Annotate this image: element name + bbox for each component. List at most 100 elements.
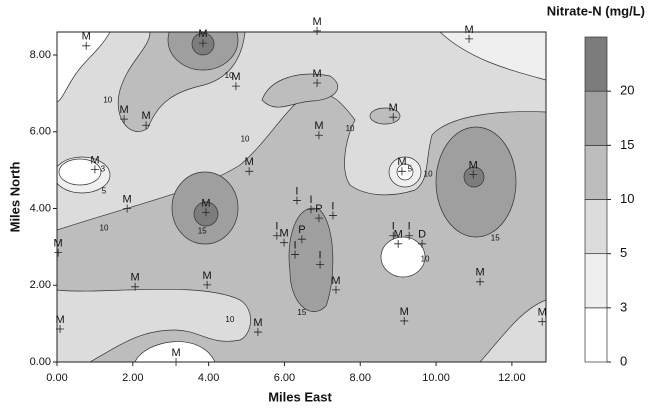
well-marker bbox=[272, 231, 281, 240]
well-label: M bbox=[397, 156, 406, 168]
well-label: M bbox=[201, 197, 210, 209]
well-marker bbox=[198, 39, 207, 48]
colorbar-tick-label: 15 bbox=[620, 137, 634, 152]
well-marker bbox=[465, 34, 474, 43]
colorbar-band bbox=[584, 144, 608, 200]
x-tick-label: 8.00 bbox=[350, 372, 371, 384]
well-label: M bbox=[279, 228, 288, 240]
well-label: M bbox=[475, 267, 484, 279]
well-marker bbox=[54, 248, 63, 257]
well-marker bbox=[397, 167, 406, 176]
well-label: P bbox=[315, 203, 322, 215]
well-label: I bbox=[331, 200, 334, 212]
well-label: M bbox=[312, 68, 321, 80]
well-label: I bbox=[392, 221, 395, 233]
well-label: M bbox=[171, 347, 180, 359]
well-label: M bbox=[131, 272, 140, 284]
well-label: M bbox=[90, 154, 99, 166]
x-tick-label: 4.00 bbox=[198, 372, 219, 384]
well-marker bbox=[291, 250, 300, 259]
contour-region bbox=[57, 32, 111, 103]
well-marker bbox=[56, 325, 65, 333]
well-label: M bbox=[198, 28, 207, 40]
x-tick-label: 10.00 bbox=[422, 372, 450, 384]
well-marker bbox=[314, 214, 323, 223]
contour-label: 5 bbox=[102, 187, 107, 196]
colorbar-band bbox=[584, 90, 608, 146]
well-marker bbox=[131, 282, 140, 291]
contour-label: 10 bbox=[100, 224, 109, 233]
contour-label: 15 bbox=[297, 308, 306, 317]
contour-fill bbox=[57, 32, 546, 362]
contour-region bbox=[369, 107, 401, 125]
well-marker bbox=[389, 231, 398, 240]
well-label: M bbox=[54, 238, 63, 250]
well-marker bbox=[313, 26, 322, 35]
well-label: M bbox=[331, 275, 340, 287]
contour-region bbox=[134, 341, 216, 362]
colorbar-title: Nitrate-N (mg/L) bbox=[547, 3, 645, 18]
y-tick-label: 6.00 bbox=[30, 126, 51, 138]
plot-frame bbox=[56, 31, 547, 363]
x-axis-title: Miles East bbox=[268, 389, 332, 404]
y-tick-label: 0.00 bbox=[30, 356, 51, 368]
well-label: P bbox=[298, 224, 305, 236]
well-label: D bbox=[418, 229, 426, 241]
well-label: M bbox=[400, 306, 409, 318]
colorbar-tick-label: 10 bbox=[620, 191, 634, 206]
well-marker bbox=[538, 317, 547, 326]
contour-region bbox=[396, 163, 414, 181]
well-label: M bbox=[231, 71, 240, 83]
x-tick-label: 2.00 bbox=[122, 372, 143, 384]
well-marker bbox=[120, 115, 129, 124]
well-label: M bbox=[245, 156, 254, 168]
x-tick-label: 0.00 bbox=[46, 372, 67, 384]
colorbar-tick-label: 0 bbox=[620, 353, 627, 368]
contour-region bbox=[288, 207, 334, 312]
x-tick-label: 12.00 bbox=[498, 372, 526, 384]
contour-label: 10 bbox=[424, 169, 433, 178]
well-marker bbox=[328, 211, 337, 220]
contour-label: 3 bbox=[101, 164, 106, 173]
well-marker bbox=[331, 285, 340, 294]
contour-label: 15 bbox=[198, 227, 207, 236]
contour-label: 10 bbox=[225, 71, 234, 80]
well-label: M bbox=[203, 270, 212, 282]
well-marker bbox=[389, 113, 398, 122]
well-marker bbox=[400, 316, 409, 325]
well-marker bbox=[253, 328, 262, 337]
well-marker bbox=[123, 204, 132, 213]
contour-label: 10 bbox=[421, 255, 430, 264]
colorbar-band bbox=[584, 199, 608, 255]
well-marker bbox=[203, 280, 212, 289]
well-label: M bbox=[82, 31, 91, 43]
y-tick-label: 2.00 bbox=[30, 279, 51, 291]
contour-region bbox=[380, 236, 426, 278]
well-label: I bbox=[309, 194, 312, 206]
well-label: M bbox=[464, 24, 473, 36]
well-marker bbox=[90, 165, 99, 174]
well-label: M bbox=[123, 193, 132, 205]
well-marker bbox=[201, 208, 210, 217]
contour-region bbox=[261, 73, 339, 108]
well-label: I bbox=[275, 221, 278, 233]
well-marker bbox=[394, 239, 403, 248]
well-label: M bbox=[389, 102, 398, 114]
y-tick-label: 8.00 bbox=[30, 49, 51, 61]
well-label: M bbox=[120, 104, 129, 116]
well-marker bbox=[306, 205, 315, 214]
contour-region bbox=[58, 158, 102, 186]
well-marker bbox=[280, 238, 289, 247]
colorbar-band bbox=[584, 36, 608, 92]
well-marker bbox=[292, 196, 301, 205]
y-tick-label: 4.00 bbox=[30, 202, 51, 214]
contour-region bbox=[463, 166, 485, 188]
well-label: M bbox=[55, 314, 64, 326]
well-label: I bbox=[295, 185, 298, 197]
colorbar-band bbox=[584, 253, 608, 309]
well-label: M bbox=[312, 16, 321, 28]
well-marker bbox=[245, 167, 254, 176]
well-marker bbox=[316, 260, 325, 269]
well-label: M bbox=[469, 159, 478, 171]
well-marker bbox=[418, 239, 427, 248]
